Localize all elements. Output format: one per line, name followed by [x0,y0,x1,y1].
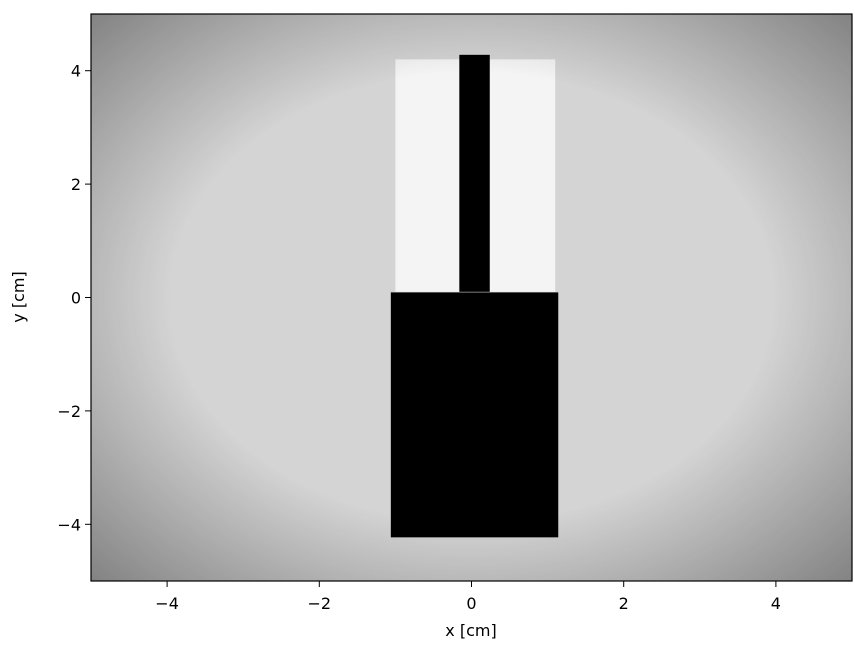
y-tick-label: 2 [71,175,81,194]
x-tick-label: 0 [466,594,476,613]
x-tick-label: 2 [619,594,629,613]
vignette [91,14,852,581]
y-tick-label: −4 [57,515,81,534]
x-tick-label: −2 [308,594,332,613]
y-tick-label: 4 [71,62,81,81]
x-tick-label: −4 [155,594,179,613]
y-tick-label: 0 [71,289,81,308]
image [91,14,852,581]
y-tick-label: −2 [57,402,81,421]
y-axis-label: y [cm] [9,271,28,322]
x-tick-label: 4 [771,594,781,613]
x-axis-label: x [cm] [445,621,496,640]
